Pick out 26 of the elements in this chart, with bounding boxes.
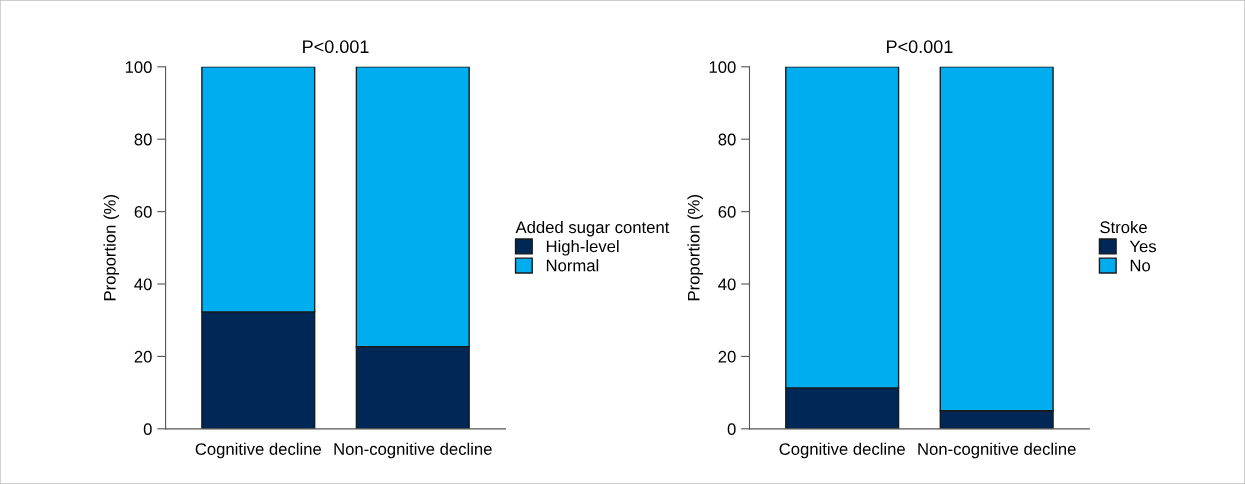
- y-tick-label: 100: [125, 61, 152, 73]
- x-tick-label: Non-cognitive decline: [918, 442, 1076, 459]
- chart-title: P<0.001: [887, 40, 953, 54]
- y-tick-label: 20: [134, 350, 152, 363]
- y-tick-label: 40: [134, 278, 152, 291]
- legend-title: Stroke: [1100, 220, 1147, 234]
- y-tick-label: 40: [718, 278, 736, 291]
- legend-label: No: [1130, 259, 1151, 272]
- y-tick-label: 100: [709, 61, 736, 73]
- y-tick-label: 0: [727, 423, 736, 436]
- legend-label: Yes: [1129, 240, 1157, 253]
- legend-label: Normal: [546, 259, 599, 272]
- x-tick-label: Cognitive decline: [195, 442, 322, 459]
- y-tick-label: 20: [718, 350, 736, 363]
- y-tick-label: 60: [134, 206, 152, 218]
- legend-label: High-level: [546, 240, 619, 256]
- x-tick-label: Non-cognitive decline: [334, 442, 492, 459]
- y-tick-label: 80: [718, 133, 736, 146]
- y-axis-title: Proportion (%): [687, 195, 703, 301]
- y-tick-label: 80: [134, 133, 152, 146]
- chart-title: P<0.001: [303, 40, 369, 54]
- y-tick-label: 0: [143, 423, 152, 436]
- y-axis-title: Proportion (%): [103, 195, 120, 301]
- x-tick-label: Cognitive decline: [779, 442, 905, 459]
- legend-title: Added sugar content: [515, 220, 670, 237]
- y-tick-label: 60: [718, 206, 736, 218]
